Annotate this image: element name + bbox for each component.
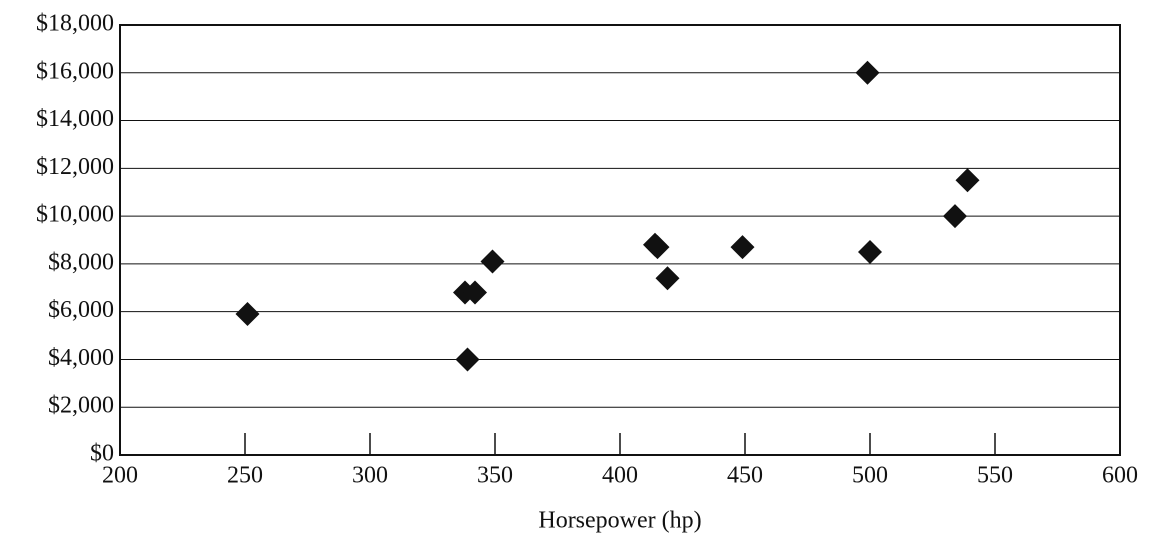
y-tick-label: $8,000 <box>48 249 114 275</box>
x-tick-label: 350 <box>477 463 513 489</box>
y-tick-label: $16,000 <box>36 58 114 84</box>
data-point <box>730 235 755 260</box>
y-tick-label: $18,000 <box>36 11 114 37</box>
x-tick-label: 200 <box>102 463 138 489</box>
y-tick-label: $12,000 <box>36 154 114 180</box>
x-tick-label: 400 <box>602 463 638 489</box>
data-point <box>858 239 882 264</box>
data-point <box>943 204 967 229</box>
y-tick-label: $4,000 <box>48 345 114 371</box>
x-tick-label: 300 <box>352 463 388 489</box>
y-tick-label: $14,000 <box>36 106 114 132</box>
y-tick-label: $10,000 <box>36 202 114 228</box>
plot-frame <box>119 24 1121 456</box>
data-point <box>235 302 260 327</box>
data-point <box>645 235 670 260</box>
x-axis-title: Horsepower (hp) <box>538 508 701 534</box>
x-tick-label: 500 <box>852 463 888 489</box>
data-point <box>655 266 680 291</box>
data-point <box>480 249 505 274</box>
x-tick-label: 550 <box>977 463 1013 489</box>
x-tick-label: 450 <box>727 463 763 489</box>
x-tick-label: 250 <box>227 463 263 489</box>
data-point <box>463 280 487 305</box>
y-tick-label: $2,000 <box>48 393 114 419</box>
data-point <box>455 347 480 372</box>
y-tick-label: $0 <box>90 441 114 467</box>
data-point <box>855 60 880 85</box>
y-tick-label: $6,000 <box>48 297 114 323</box>
data-point <box>955 168 980 193</box>
x-tick-label: 600 <box>1102 463 1138 489</box>
